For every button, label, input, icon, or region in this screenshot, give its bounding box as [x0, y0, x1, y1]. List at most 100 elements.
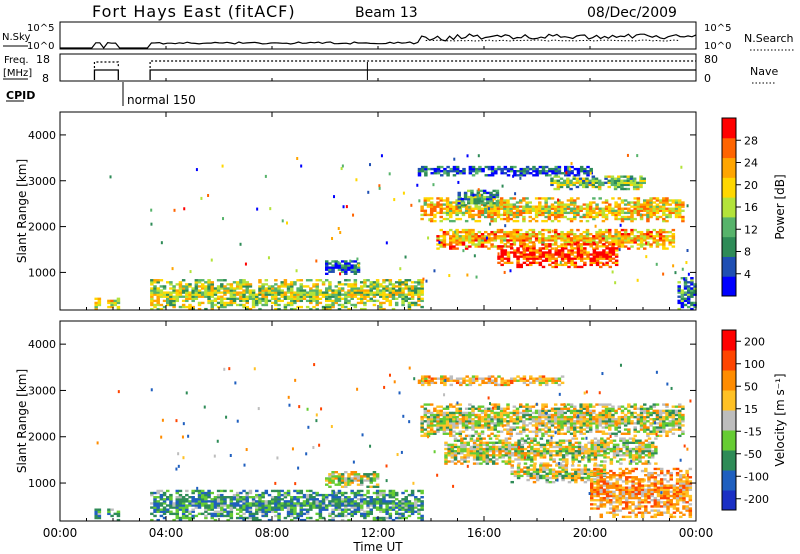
data-point	[220, 510, 224, 513]
data-point	[449, 415, 453, 419]
data-point	[445, 207, 450, 210]
data-point	[183, 207, 186, 211]
data-point	[557, 255, 562, 258]
data-point	[162, 502, 167, 505]
data-point	[585, 239, 590, 242]
data-point	[528, 239, 532, 242]
data-point	[525, 253, 530, 256]
data-point	[239, 279, 243, 282]
data-point	[404, 498, 408, 501]
data-point	[366, 475, 370, 478]
data-point	[504, 454, 509, 457]
data-point	[382, 293, 386, 296]
data-point	[477, 230, 482, 234]
data-point	[369, 500, 373, 503]
data-point	[447, 454, 451, 457]
data-point	[614, 237, 618, 240]
data-point	[576, 205, 580, 208]
data-point	[639, 179, 643, 182]
data-point	[636, 278, 639, 282]
data-point	[683, 279, 688, 282]
data-point	[525, 203, 529, 206]
data-point	[479, 445, 483, 449]
data-point	[162, 516, 167, 520]
data-point	[495, 458, 499, 461]
data-point	[175, 291, 180, 294]
data-point	[267, 293, 272, 296]
data-point	[585, 179, 589, 182]
data-point	[235, 283, 240, 286]
data-point	[528, 201, 532, 204]
data-point	[487, 426, 491, 429]
data-point	[350, 293, 354, 296]
data-point	[518, 199, 523, 202]
data-point	[379, 510, 383, 513]
data-point	[359, 301, 364, 305]
data-point	[512, 230, 517, 234]
data-point	[579, 257, 584, 260]
data-point	[447, 452, 451, 455]
data-point	[582, 413, 587, 417]
data-point	[255, 496, 259, 499]
data-point	[264, 489, 269, 493]
data-point	[391, 489, 396, 493]
data-point	[312, 506, 316, 509]
data-point	[677, 417, 682, 421]
data-point	[210, 295, 214, 298]
data-point	[417, 167, 422, 171]
data-point	[608, 407, 612, 410]
data-point	[614, 263, 619, 267]
data-point	[582, 424, 587, 427]
data-point	[512, 428, 517, 431]
data-point	[153, 299, 157, 303]
data-point	[573, 207, 577, 210]
data-point	[452, 426, 456, 429]
data-point	[426, 409, 431, 413]
data-point	[630, 201, 634, 204]
data-point	[369, 299, 373, 303]
data-point	[646, 426, 650, 429]
data-point	[569, 230, 574, 234]
data-point	[582, 432, 587, 435]
data-point	[674, 207, 679, 210]
data-point	[220, 299, 224, 303]
data-point	[597, 187, 602, 191]
data-point	[633, 235, 637, 238]
data-point	[444, 443, 448, 447]
data-point	[563, 237, 567, 240]
data-point	[280, 502, 284, 505]
data-point	[162, 295, 167, 298]
data-point	[452, 420, 456, 423]
data-point	[677, 426, 682, 429]
data-point	[614, 230, 618, 234]
data-point	[639, 426, 644, 429]
data-point	[429, 417, 434, 421]
data-point	[309, 289, 313, 292]
data-point	[662, 426, 666, 429]
data-point	[658, 434, 663, 438]
data-point	[427, 236, 430, 240]
data-point	[385, 293, 389, 296]
data-point	[347, 285, 351, 288]
data-point	[633, 426, 637, 429]
data-point	[512, 219, 517, 223]
data-point	[573, 174, 578, 177]
data-point	[569, 422, 574, 425]
data-point	[328, 481, 332, 484]
data-point	[200, 293, 205, 296]
data-point	[506, 415, 510, 419]
data-point	[554, 263, 558, 267]
data-point	[188, 518, 192, 522]
data-point	[541, 255, 546, 258]
data-point	[655, 413, 660, 417]
data-point	[662, 213, 666, 217]
data-point	[535, 174, 539, 177]
data-point	[617, 205, 622, 208]
data-point	[484, 230, 488, 234]
data-point	[573, 241, 577, 244]
data-point	[566, 183, 570, 187]
data-point	[469, 449, 474, 453]
data-point	[388, 279, 393, 282]
data-point	[449, 413, 453, 417]
data-point	[194, 279, 199, 282]
